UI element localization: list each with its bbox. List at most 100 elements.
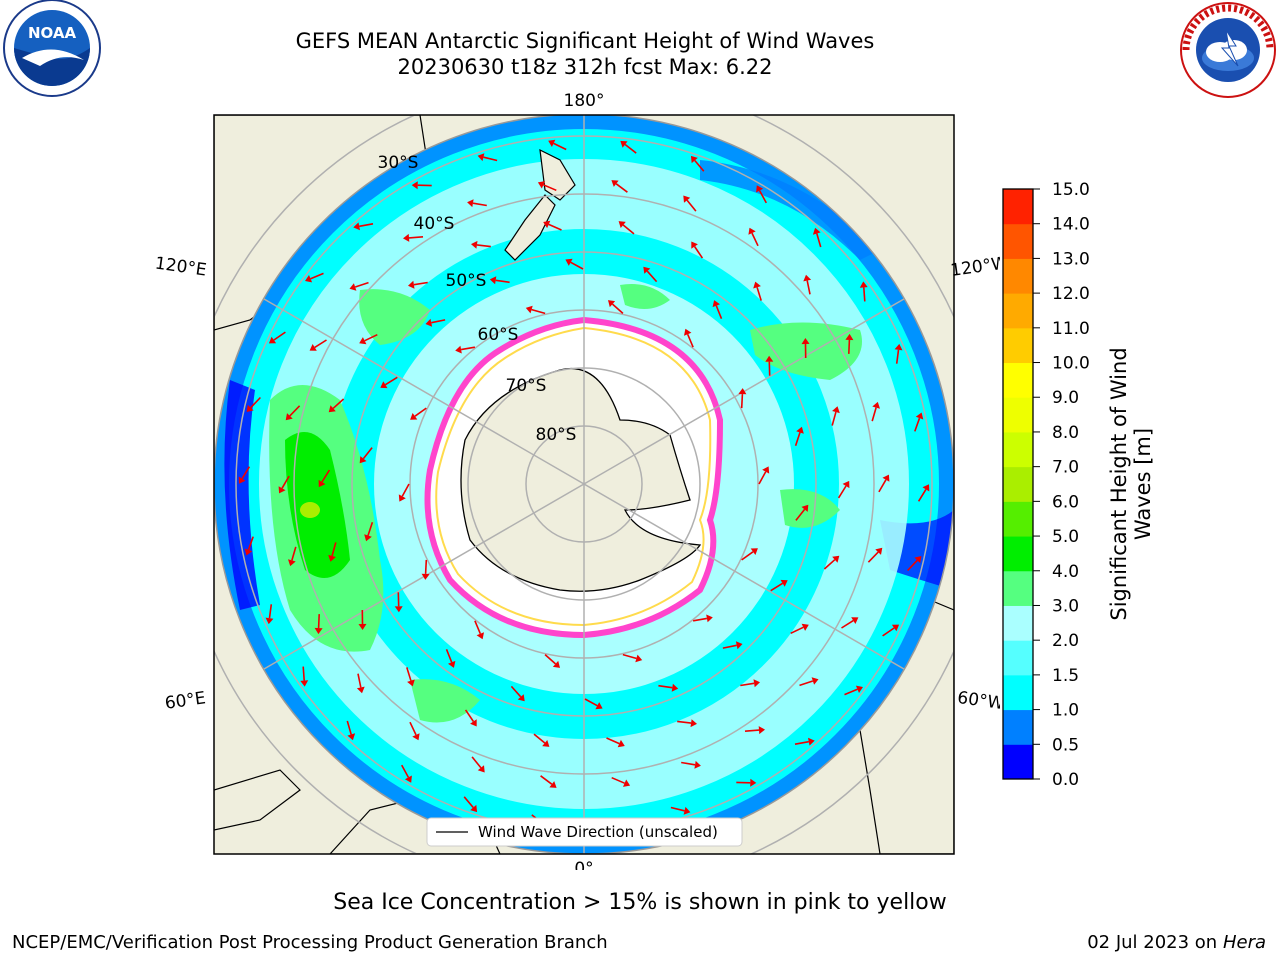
wind-wave-arrow-shaft [413,281,428,286]
wind-wave-arrow-head [875,547,883,555]
wind-wave-arrow-head [552,660,560,668]
wind-wave-arrow-head [750,548,758,555]
wind-wave-arrow-head [470,719,477,727]
wind-wave-arrow-shaft [606,737,620,745]
wind-wave-arrow-shaft [646,270,658,283]
wind-wave-arrow-shaft [611,776,625,784]
colorbar-block [1003,674,1033,711]
wind-wave-arrow-shaft [289,405,301,417]
wind-wave-arrow-shaft [553,142,567,151]
wind-wave-arrow-head [288,559,296,567]
wind-wave-arrow-head [915,412,924,420]
colorbar-block [1003,223,1033,259]
wind-wave-arrow-head [738,388,747,395]
wind-wave-arrow-head [635,654,643,663]
colorbar-tick-label: 8.0 [1052,423,1079,443]
wind-wave-arrow-head [364,534,372,542]
wind-wave-arrow-head [238,476,246,484]
map-panel: 180° 0° 120°E 120°W 60°E 60°W 30°S 40°S … [154,91,1000,870]
wind-wave-arrow-head [349,283,357,291]
wind-wave-arrow-head [525,305,533,314]
new-zealand-south [504,194,556,261]
wind-wave-arrow-shaft [790,626,804,635]
wind-wave-arrow-shaft [692,617,708,622]
wind-wave-arrow-shaft [694,159,705,172]
wind-wave-arrow-shaft [622,224,635,235]
wind-wave-arrow-head [894,343,903,351]
wind-wave-arrow-shaft [317,614,320,629]
wind-wave-arrow-shaft [400,764,410,778]
wind-wave-arrow-head [735,641,743,650]
wind-wave-arrow-head [285,413,293,421]
wind-wave-arrow-head [683,806,691,815]
colorbar-tick-label: 3.0 [1052,596,1079,616]
wind-wave-arrow-head [803,274,812,282]
wind-wave-arrow-shaft [622,653,637,660]
footer-branch: NCEP/EMC/Verification Post Processing Pr… [12,932,608,953]
wind-wave-arrow-head [425,318,433,327]
colorbar-block [1003,397,1033,433]
wind-wave-arrow-head [762,466,770,474]
wind-wave-arrow-shaft [794,432,801,446]
wind-wave-arrow-head [543,220,551,229]
wind-wave-arrow-shaft [364,333,378,342]
colorbar-block [1003,293,1033,329]
wind-wave-arrow-shaft [476,244,491,248]
colorbar-tick-label: 10.0 [1052,354,1090,374]
colorbar-label-line1: Significant Height of Wind [1107,347,1131,620]
wind-wave-arrow-head [244,548,253,556]
wind-wave-arrow-shaft [816,233,822,248]
wind-wave-arrow-shaft [463,796,474,809]
colorbar-tick-label: 4.0 [1052,562,1079,582]
sea-ice-note: Sea Ice Concentration > 15% is shown in … [333,890,947,915]
wind-wave-arrow-shaft [302,666,305,681]
wind-wave-arrow-head [404,775,412,783]
wind-wave-arrow-head [489,276,497,285]
wind-wave-arrow-shaft [250,396,261,409]
wind-wave-arrow-head [872,401,880,409]
wind-wave-arrow-shaft [406,667,412,681]
wind-wave-arrow-head [643,266,651,274]
noaa-logo-text: NOAA [28,24,77,42]
wind-wave-arrow-shaft [472,202,487,207]
lat-label-50s: 50°S [446,271,487,291]
wind-wave-arrow-shaft [533,733,546,744]
wind-wave-arrow-head [796,426,804,434]
madagascar-landmass [214,769,301,831]
wind-wave-arrow-head [549,781,557,788]
wind-wave-arrow-shaft [615,183,628,193]
wind-wave-arrow-shaft [384,376,398,386]
wind-wave-arrow-shaft [544,654,557,665]
wind-wave-arrow-head [471,240,478,249]
lat-label-80s: 80°S [536,425,577,445]
wind-wave-arrow-shaft [540,775,553,785]
wind-wave-arrow-head [620,140,628,148]
colorbar-tick-label: 1.0 [1052,701,1079,721]
wind-wave-arrow-head [758,726,765,735]
wind-wave-arrow-shaft [362,447,373,460]
wind-wave-arrow-head [421,573,430,580]
lat-label-40s: 40°S [414,214,455,234]
wind-wave-arrow-shaft [686,199,697,212]
wind-wave-arrow-shaft [670,806,685,812]
colorbar-block [1003,327,1033,364]
wind-wave-arrow-head [467,199,474,208]
wind-wave-arrow-head [922,484,930,492]
wind-wave-arrow-shaft [751,232,759,247]
wind-wave-arrow-head [914,556,922,564]
wind-wave-arrow-shaft [677,720,692,724]
wind-wave-arrow-shaft [799,680,814,687]
wind-wave-arrow-shaft [914,417,921,432]
wind-wave-arrow-shaft [460,346,476,351]
wind-wave-arrow-shaft [693,246,704,259]
wind-wave-arrow-shaft [268,604,273,619]
wind-wave-arrow-head [328,405,336,413]
wind-wave-arrow-head [618,221,626,228]
wind-wave-arrow-head [477,765,485,773]
wind-wave-arrow-head [753,281,761,289]
wind-wave-arrow-shaft [331,542,337,557]
wind-wave-arrow-head [690,155,698,164]
wind-wave-arrow-shaft [895,349,900,364]
lon-label-120e: 120°E [154,254,208,281]
noaa-logo: NOAA [3,0,101,97]
